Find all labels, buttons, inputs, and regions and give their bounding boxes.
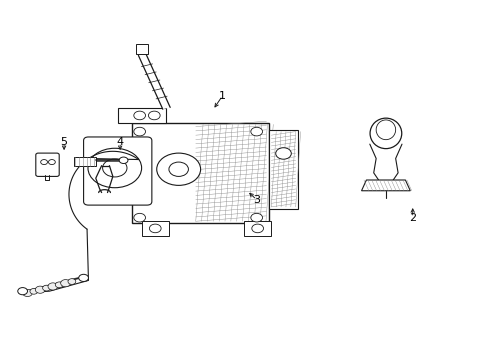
Circle shape xyxy=(119,157,128,163)
Circle shape xyxy=(79,274,88,282)
Circle shape xyxy=(168,162,188,176)
Circle shape xyxy=(275,148,291,159)
Circle shape xyxy=(134,127,145,136)
FancyBboxPatch shape xyxy=(83,137,152,205)
Bar xyxy=(74,157,96,166)
Text: 3: 3 xyxy=(253,195,260,205)
Bar xyxy=(142,221,168,235)
Circle shape xyxy=(55,282,63,288)
Circle shape xyxy=(61,280,70,287)
Circle shape xyxy=(134,111,145,120)
Circle shape xyxy=(157,153,200,185)
Circle shape xyxy=(22,289,32,297)
Bar xyxy=(268,130,298,209)
Circle shape xyxy=(35,286,45,293)
Circle shape xyxy=(102,159,127,177)
Circle shape xyxy=(148,111,160,120)
Circle shape xyxy=(251,224,263,233)
Circle shape xyxy=(30,288,38,294)
Polygon shape xyxy=(138,54,170,109)
Circle shape xyxy=(48,283,58,290)
Circle shape xyxy=(41,159,47,165)
Circle shape xyxy=(149,224,161,233)
Text: 5: 5 xyxy=(61,138,67,147)
Circle shape xyxy=(250,127,262,136)
Polygon shape xyxy=(361,180,409,191)
Circle shape xyxy=(88,148,142,188)
Circle shape xyxy=(42,285,50,291)
Circle shape xyxy=(48,159,55,165)
FancyBboxPatch shape xyxy=(36,153,59,176)
Text: 1: 1 xyxy=(219,91,225,101)
Ellipse shape xyxy=(375,120,395,140)
Circle shape xyxy=(18,288,27,295)
Bar xyxy=(132,123,268,223)
Bar xyxy=(136,44,148,54)
Polygon shape xyxy=(118,108,166,123)
Ellipse shape xyxy=(369,118,401,149)
Circle shape xyxy=(250,213,262,222)
Text: 4: 4 xyxy=(116,138,123,147)
Text: 2: 2 xyxy=(408,213,415,222)
Circle shape xyxy=(68,279,76,284)
Bar xyxy=(244,221,271,235)
Circle shape xyxy=(134,213,145,222)
